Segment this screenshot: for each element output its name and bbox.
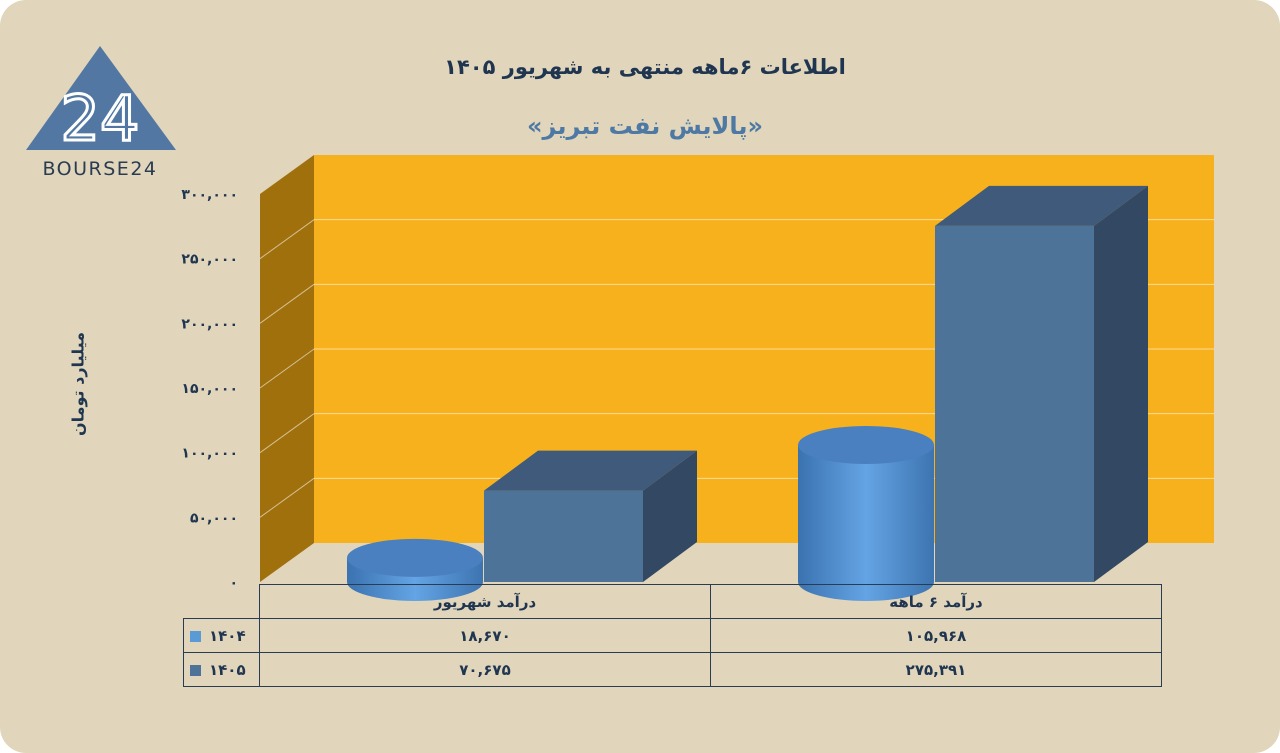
legend-1405: ۱۴۰۵ xyxy=(183,652,260,687)
y-tick-label: ۱۰۰,۰۰۰ xyxy=(181,446,238,462)
y-tick-label: ۲۰۰,۰۰۰ xyxy=(181,316,238,332)
gridline-side xyxy=(259,348,315,389)
y-tick-label: ۰ xyxy=(229,575,238,591)
bar-1405-front xyxy=(484,490,643,582)
bar-1405-front xyxy=(935,225,1094,582)
swatch-1405-icon xyxy=(190,664,201,676)
bar-1405-side xyxy=(1094,185,1148,582)
chart-title: اطلاعات ۶ماهه منتهی به شهریور ۱۴۰۵ xyxy=(444,55,846,79)
data-table: درآمد شهریور درآمد ۶ ماهه ۱۴۰۴ ۱۸,۶۷۰ ۱۰… xyxy=(183,584,1162,687)
y-tick-label: ۱۵۰,۰۰۰ xyxy=(181,381,238,397)
table-header-cat-0: درآمد شهریور xyxy=(259,584,711,619)
table-value-1405-1: ۲۷۵,۳۹۱ xyxy=(710,652,1162,687)
table-value-1404-0: ۱۸,۶۷۰ xyxy=(259,618,711,653)
bar-1404-top xyxy=(347,538,483,577)
bar-1405-side xyxy=(643,450,697,582)
gridline-side xyxy=(259,477,315,518)
gridline-side xyxy=(259,413,315,454)
swatch-1404-icon xyxy=(190,630,201,642)
bar-1404-top xyxy=(798,425,934,464)
logo-triangle xyxy=(26,46,176,150)
bar-1405-top xyxy=(935,185,1148,226)
chart-subtitle: «پالایش نفت تبریز» xyxy=(527,112,763,140)
table-header-cat-1: درآمد ۶ ماهه xyxy=(710,584,1162,619)
y-tick-label: ۳۰۰,۰۰۰ xyxy=(181,187,238,203)
table-value-1405-0: ۷۰,۶۷۵ xyxy=(259,652,711,687)
logo-text: BOURSE24 xyxy=(42,158,157,180)
bar-1405-top xyxy=(484,450,697,491)
bourse24-logo: 24 BOURSE24 xyxy=(26,46,176,180)
y-tick-label: ۵۰,۰۰۰ xyxy=(190,510,238,526)
gridline-side xyxy=(259,283,315,324)
legend-1404: ۱۴۰۴ xyxy=(183,618,260,653)
logo-mark: 24 xyxy=(61,82,140,155)
gridline-side xyxy=(259,219,315,260)
bar-1404-body xyxy=(798,444,934,601)
table-value-1404-1: ۱۰۵,۹۶۸ xyxy=(710,618,1162,653)
y-tick-label: ۲۵۰,۰۰۰ xyxy=(181,252,238,268)
